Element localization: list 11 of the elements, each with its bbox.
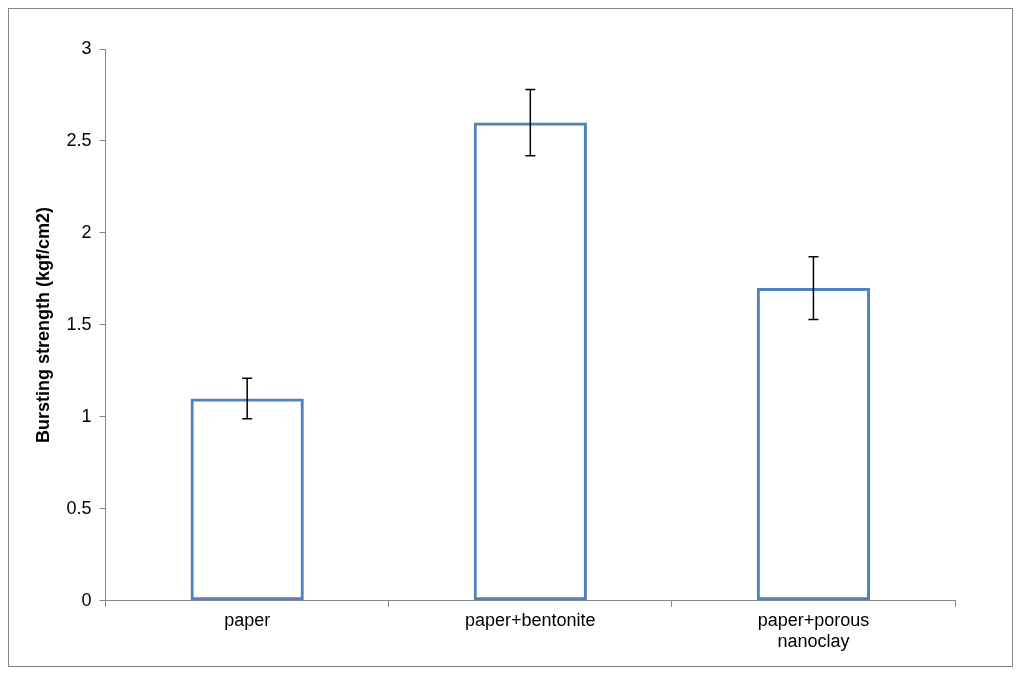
y-tick-label: 2.5: [66, 129, 92, 150]
x-tick-label: paper+porous nanoclay: [757, 609, 870, 652]
y-tick-label: 0: [81, 589, 92, 610]
y-tick-label: 1: [81, 405, 92, 426]
y-axis-title: Bursting strength (kgf/cm2): [32, 206, 53, 443]
y-tick-label: 0.5: [66, 497, 92, 518]
y-tick-label: 1.5: [66, 313, 92, 334]
x-tick-label: paper: [224, 609, 271, 630]
x-tick-label: paper+bentonite: [465, 609, 596, 630]
y-tick-label: 3: [81, 37, 92, 58]
y-tick-label: 2: [81, 221, 92, 242]
